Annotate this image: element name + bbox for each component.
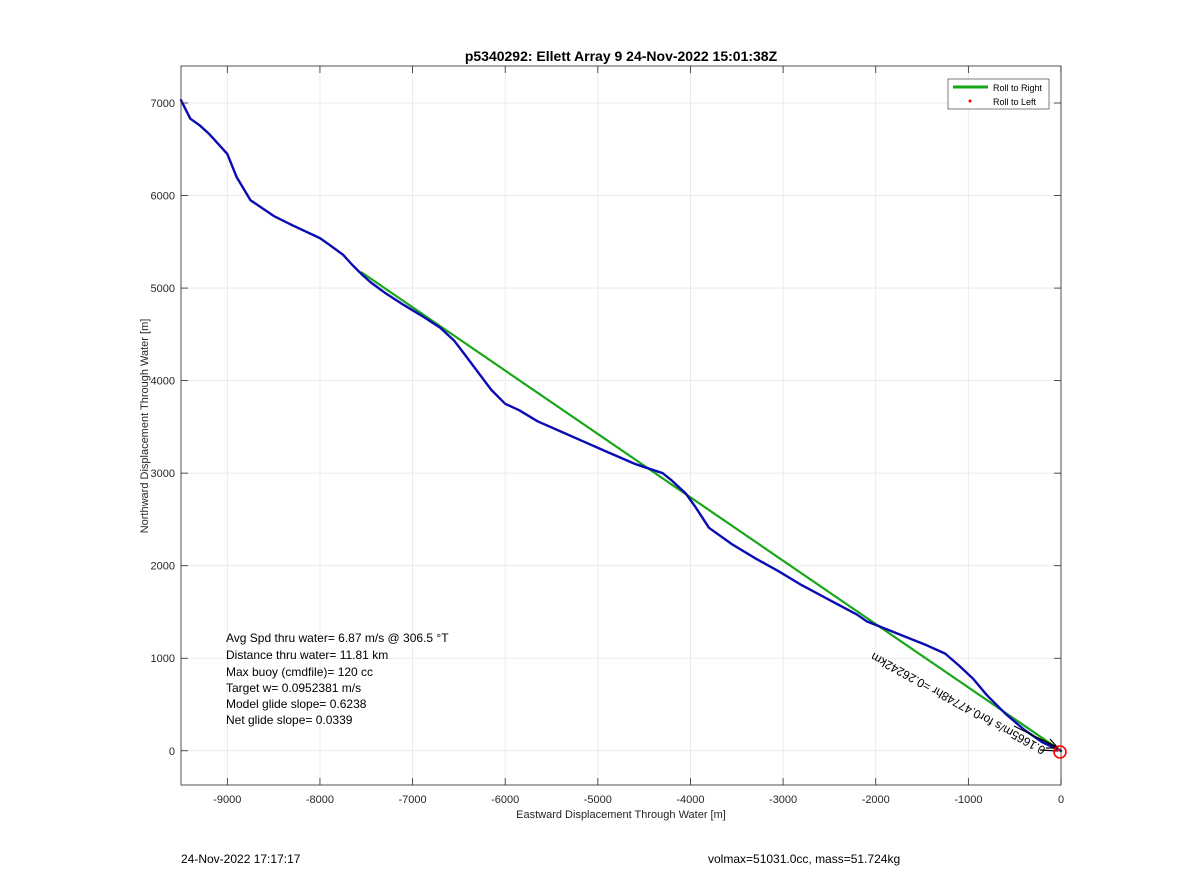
- annotation-net-glide: Net glide slope= 0.0339: [226, 713, 353, 727]
- y-tick-label: 5000: [151, 283, 175, 295]
- x-ticks: -9000 -8000 -7000 -6000 -5000 -4000 -3000 -2000…: [213, 66, 1064, 806]
- plot-frame: [180, 65, 1062, 786]
- chart-title: p5340292: Ellett Array 9 24-Nov-2022 15:…: [465, 48, 778, 64]
- x-tick-label: -8000: [306, 794, 334, 806]
- series-layer: [179, 98, 1063, 752]
- x-tick-label: -9000: [213, 794, 241, 806]
- annotation-target-w: Target w= 0.0952381 m/s: [226, 681, 361, 695]
- y-tick-label: 6000: [151, 191, 175, 203]
- x-tick-label: -7000: [399, 794, 427, 806]
- x-tick-label: -6000: [491, 794, 519, 806]
- footer-date: 24-Nov-2022 17:17:17: [181, 852, 301, 866]
- series-line-blue: [179, 98, 1063, 752]
- y-axis-label: Northward Displacement Through Water [m]: [139, 319, 151, 534]
- x-tick-label: 0: [1058, 794, 1064, 806]
- roll-to-left-dot: [1056, 748, 1060, 752]
- series-line-green: [360, 271, 1063, 752]
- annotation-model-glide: Model glide slope= 0.6238: [226, 697, 367, 711]
- legend-box: [947, 78, 1050, 110]
- y-tick-label: 0: [169, 746, 175, 758]
- end-marker: [1053, 745, 1067, 759]
- y-tick-label: 4000: [151, 376, 175, 388]
- annotation-max-buoy: Max buoy (cmdfile)= 120 cc: [226, 665, 373, 679]
- x-tick-label: -1000: [954, 794, 982, 806]
- y-tick-label: 1000: [151, 653, 175, 665]
- x-tick-label: -2000: [862, 794, 890, 806]
- y-gridlines: [181, 102, 1061, 752]
- annotation-distance: Distance thru water= 11.81 km: [226, 648, 388, 662]
- arrow-shaft: [1039, 749, 1059, 752]
- annotation-avg-speed: Avg Spd thru water= 6.87 m/s @ 306.5 °T: [226, 631, 449, 645]
- y-tick-label: 2000: [151, 561, 175, 573]
- footer-info: volmax=51031.0cc, mass=51.724kg: [708, 852, 901, 866]
- plot-area: [181, 66, 1061, 785]
- annotation-block: Avg Spd thru water= 6.87 m/s @ 306.5 °T …: [226, 631, 449, 727]
- x-tick-label: -5000: [584, 794, 612, 806]
- y-tick-label: 7000: [151, 98, 175, 110]
- y-tick-label: 3000: [151, 468, 175, 480]
- legend-marker-roll-to-left: [968, 99, 972, 103]
- y-ticks: 0 1000 2000 3000 4000 5000 6000 7000: [151, 98, 1061, 758]
- arrow-shaft: [1029, 733, 1056, 747]
- x-tick-label: -3000: [769, 794, 797, 806]
- x-tick-label: -4000: [676, 794, 704, 806]
- legend-label-roll-to-right: Roll to Right: [993, 83, 1043, 93]
- legend: Roll to Right Roll to Left: [947, 78, 1050, 110]
- legend-label-roll-to-left: Roll to Left: [993, 97, 1037, 107]
- x-axis-label: Eastward Displacement Through Water [m]: [516, 809, 726, 821]
